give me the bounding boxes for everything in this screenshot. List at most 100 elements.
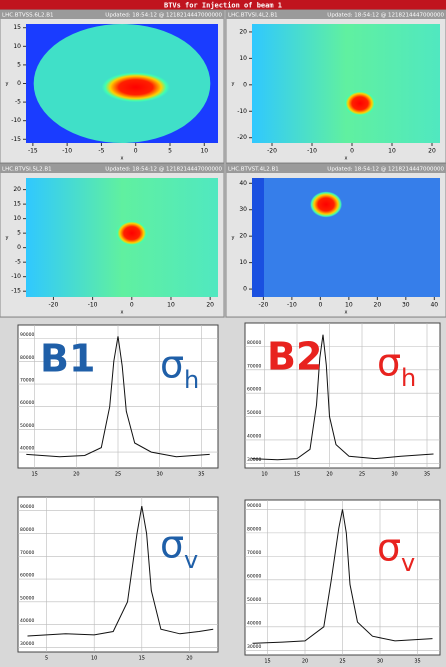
- y-tick-label: 50000: [20, 595, 34, 601]
- beam-spot: [344, 90, 376, 117]
- x-tick-label: 10: [167, 302, 175, 309]
- x-tick-label: 0: [130, 302, 134, 309]
- x-axis-label: x: [121, 156, 124, 162]
- y-tick-label: 90000: [20, 332, 34, 338]
- y-tick-label: 60000: [20, 400, 34, 406]
- screen-updated: Updated: 18:54:12 @ 1218214447000000: [105, 13, 222, 19]
- x-tick-label: 40: [430, 302, 438, 309]
- y-tick-label: -10: [11, 273, 21, 280]
- y-tick-label: 80000: [247, 526, 261, 532]
- x-tick-label: 30: [156, 472, 162, 478]
- profile-plot: [244, 322, 441, 469]
- title-bar: [0, 0, 446, 10]
- y-tick-label: -5: [15, 259, 21, 266]
- y-tick-label: 15: [13, 201, 21, 208]
- x-tick-label: 30: [402, 302, 410, 309]
- plane-subscript: h: [184, 366, 199, 394]
- y-tick-label: 60000: [20, 573, 34, 579]
- screen-updated: Updated: 18:54:12 @ 1218214447000000: [327, 13, 444, 19]
- x-tick-label: 10: [345, 302, 353, 309]
- screen-header: [226, 10, 446, 19]
- y-tick-label: 0: [17, 244, 21, 251]
- y-tick-label: 10: [239, 259, 247, 266]
- beam-spot: [310, 191, 343, 218]
- x-tick-label: 25: [115, 472, 121, 478]
- x-tick-label: -10: [62, 148, 72, 155]
- x-tick-label: 5: [45, 656, 48, 662]
- y-tick-label: 10: [13, 215, 21, 222]
- x-tick-label: 20: [326, 472, 332, 478]
- y-axis-label: y: [232, 81, 235, 87]
- x-tick-label: 20: [428, 148, 436, 155]
- x-axis-label: x: [345, 310, 348, 316]
- y-tick-label: 70000: [20, 378, 34, 384]
- screen-glow: [264, 178, 440, 297]
- x-tick-label: 15: [264, 659, 270, 665]
- y-tick-label: 20: [239, 28, 247, 35]
- y-axis-label: y: [232, 235, 235, 241]
- plane-label: σ: [160, 523, 184, 567]
- y-tick-label: 40000: [20, 618, 34, 624]
- x-tick-label: -10: [307, 148, 317, 155]
- x-tick-label: 5: [168, 148, 172, 155]
- beam-label: B2: [267, 335, 322, 379]
- screen-name: LHC.BTVSS.6L2.B1: [2, 13, 54, 19]
- y-tick-label: 20: [13, 186, 21, 193]
- title: BTVs for Injection of beam 1: [164, 2, 282, 10]
- y-tick-label: 30000: [20, 641, 34, 647]
- x-tick-label: 0: [134, 148, 138, 155]
- screen-header: [0, 164, 224, 173]
- x-tick-label: 20: [73, 472, 79, 478]
- x-tick-label: 30: [377, 659, 383, 665]
- x-tick-label: 15: [139, 656, 145, 662]
- x-tick-label: 20: [186, 656, 192, 662]
- y-tick-label: 70000: [20, 550, 34, 556]
- screen-header: [0, 10, 224, 19]
- screen-updated: Updated: 18:54:12 @ 1218214447000000: [105, 167, 222, 173]
- y-tick-label: 10: [13, 43, 21, 50]
- x-tick-label: -5: [98, 148, 104, 155]
- x-tick-label: 35: [424, 472, 430, 478]
- y-tick-label: 60000: [247, 387, 261, 393]
- profile-line: [251, 334, 434, 461]
- beam-label: B1: [40, 337, 95, 381]
- x-tick-label: 15: [31, 472, 37, 478]
- x-tick-label: 20: [302, 659, 308, 665]
- plane-subscript: h: [401, 364, 416, 392]
- y-tick-label: 40: [239, 180, 247, 187]
- x-tick-label: 25: [359, 472, 365, 478]
- x-tick-label: 10: [91, 656, 97, 662]
- y-tick-label: 30000: [247, 644, 261, 650]
- plane-label: σ: [377, 341, 401, 385]
- y-tick-label: 70000: [247, 363, 261, 369]
- y-tick-label: 80000: [20, 355, 34, 361]
- x-tick-label: 20: [374, 302, 382, 309]
- beam-spot: [101, 72, 170, 103]
- screen-name: LHC.BTVSI.5L2.B1: [2, 167, 52, 173]
- y-tick-label: 5: [17, 230, 21, 237]
- plane-label: σ: [377, 526, 401, 570]
- profile-line: [26, 336, 210, 458]
- x-tick-label: -20: [267, 148, 277, 155]
- y-tick-label: 90000: [247, 503, 261, 509]
- x-tick-label: 10: [200, 148, 208, 155]
- x-tick-label: 35: [414, 659, 420, 665]
- x-tick-label: -10: [88, 302, 98, 309]
- x-axis-label: x: [345, 156, 348, 162]
- y-tick-label: 90000: [20, 504, 34, 510]
- y-tick-label: 30: [239, 206, 247, 213]
- x-axis-label: x: [121, 310, 124, 316]
- x-tick-label: 15: [294, 472, 300, 478]
- y-tick-label: 5: [17, 61, 21, 68]
- profile-line: [252, 509, 433, 644]
- profile-plot: [17, 496, 219, 653]
- y-tick-label: 40000: [247, 620, 261, 626]
- x-tick-label: -20: [49, 302, 59, 309]
- x-tick-label: 25: [339, 659, 345, 665]
- y-tick-label: 80000: [20, 527, 34, 533]
- y-tick-label: 0: [243, 286, 247, 293]
- y-tick-label: 70000: [247, 550, 261, 556]
- x-tick-label: 20: [206, 302, 214, 309]
- profile-line: [27, 506, 214, 637]
- x-tick-label: 10: [388, 148, 396, 155]
